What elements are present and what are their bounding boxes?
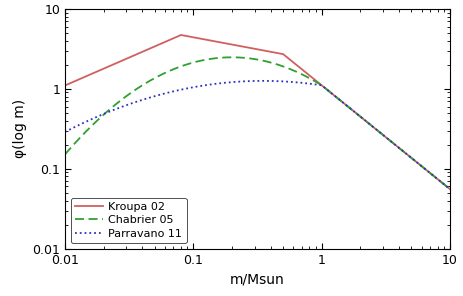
Chabrier 05 (218, 56, 223, 59)
Parravano 11 (62, 130, 68, 134)
Chabrier 05 (362, 119, 368, 123)
Chabrier 05 (229, 56, 234, 59)
Kroupa 02 (218, 41, 223, 44)
Chabrier 05 (369, 125, 375, 128)
Line: Parravano 11: Parravano 11 (65, 81, 449, 189)
Chabrier 05 (232, 56, 237, 59)
Kroupa 02 (178, 33, 183, 37)
Parravano 11 (369, 125, 375, 128)
Kroupa 02 (362, 119, 368, 123)
Chabrier 05 (62, 153, 68, 156)
Parravano 11 (446, 187, 452, 191)
Parravano 11 (101, 112, 107, 115)
Parravano 11 (218, 81, 223, 85)
Parravano 11 (232, 80, 237, 84)
Y-axis label: φ(log m): φ(log m) (13, 99, 26, 158)
Kroupa 02 (369, 125, 375, 128)
Line: Chabrier 05: Chabrier 05 (65, 57, 449, 189)
Legend: Kroupa 02, Chabrier 05, Parravano 11: Kroupa 02, Chabrier 05, Parravano 11 (70, 197, 186, 243)
Chabrier 05 (326, 90, 332, 94)
Kroupa 02 (326, 90, 332, 94)
X-axis label: m/Msun: m/Msun (230, 272, 284, 286)
Chabrier 05 (446, 187, 452, 191)
Parravano 11 (362, 119, 368, 123)
Kroupa 02 (62, 84, 68, 87)
Kroupa 02 (232, 43, 237, 47)
Kroupa 02 (446, 187, 452, 191)
Parravano 11 (326, 90, 332, 94)
Parravano 11 (260, 79, 265, 83)
Line: Kroupa 02: Kroupa 02 (65, 35, 449, 189)
Kroupa 02 (101, 67, 107, 70)
Chabrier 05 (101, 112, 107, 116)
